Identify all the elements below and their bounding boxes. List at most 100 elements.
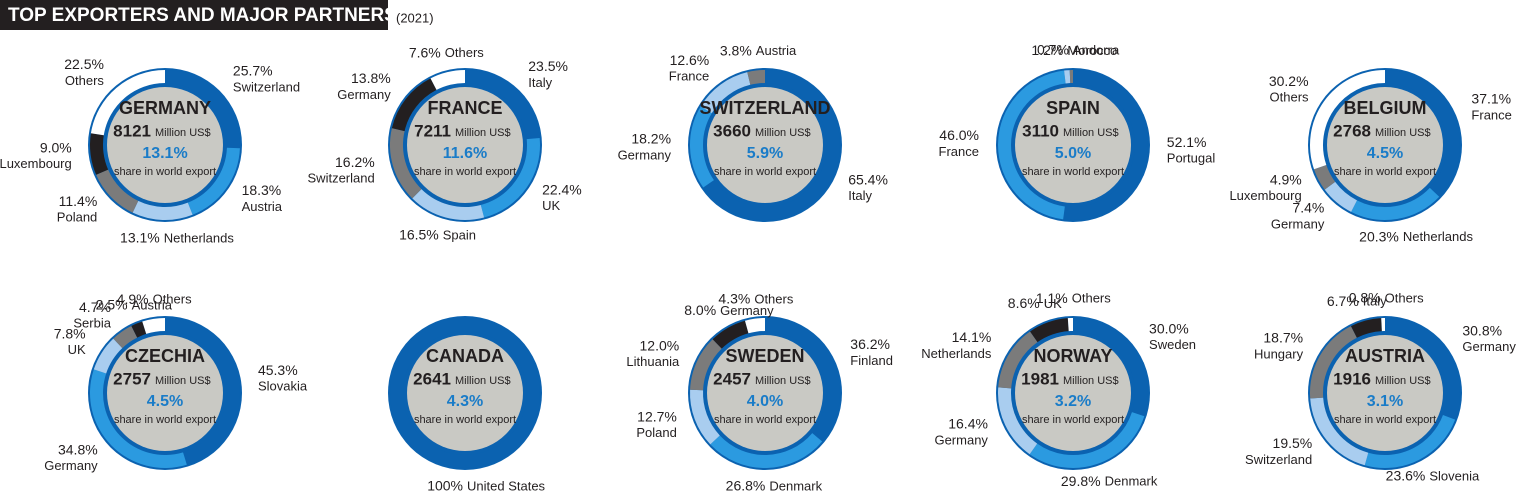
value-label: 12.0% bbox=[640, 337, 680, 353]
world-share: 3.1% bbox=[1367, 393, 1403, 410]
slice bbox=[1067, 318, 1073, 332]
category-label: Others bbox=[1385, 290, 1425, 305]
category-label: Spain bbox=[443, 227, 476, 242]
slice bbox=[700, 72, 751, 114]
slice bbox=[1029, 412, 1145, 468]
value-label: 16.4% bbox=[948, 416, 988, 432]
slice bbox=[998, 70, 1066, 220]
slice bbox=[142, 318, 165, 334]
share-caption: share in world export bbox=[714, 166, 816, 178]
slice bbox=[1073, 318, 1148, 417]
share-caption: share in world export bbox=[114, 414, 216, 426]
category-label: Others bbox=[445, 45, 485, 60]
slice bbox=[1385, 70, 1461, 197]
share-caption: share in world export bbox=[414, 166, 516, 178]
slice bbox=[1064, 70, 1071, 84]
category-label: Italy bbox=[528, 75, 552, 90]
category-label: Germany bbox=[337, 87, 391, 102]
value-label: 22.5% bbox=[64, 56, 104, 72]
value-label: 18.2% bbox=[631, 131, 671, 147]
value-label: 7.4% bbox=[1292, 200, 1324, 216]
world-share: 5.0% bbox=[1055, 145, 1091, 162]
value-label: 20.3% bbox=[1359, 228, 1399, 244]
value-label: 19.5% bbox=[1273, 435, 1313, 451]
category-label: UK bbox=[1044, 296, 1062, 311]
center-disc bbox=[1327, 87, 1443, 203]
slice bbox=[93, 338, 123, 374]
export-unit: Million US$ bbox=[755, 127, 811, 139]
value-label: 65.4% bbox=[848, 171, 888, 187]
value-label: 18.3% bbox=[242, 182, 282, 198]
category-label: Others bbox=[1072, 290, 1112, 305]
category-label: UK bbox=[68, 342, 86, 357]
slice bbox=[1350, 318, 1382, 338]
center-disc bbox=[407, 87, 523, 203]
category-label: France bbox=[669, 69, 709, 84]
category-label: Netherlands bbox=[921, 346, 992, 361]
category-label: Portugal bbox=[1167, 151, 1216, 166]
value-label: 26.8% bbox=[726, 478, 766, 494]
value-label: 12.6% bbox=[670, 52, 710, 68]
slice bbox=[744, 318, 765, 334]
center-disc bbox=[1015, 87, 1131, 203]
country-name: CANADA bbox=[426, 346, 504, 366]
world-share: 4.5% bbox=[1367, 145, 1403, 162]
slice bbox=[187, 147, 240, 215]
country-name: SWEDEN bbox=[725, 346, 804, 366]
slice bbox=[1310, 397, 1369, 466]
value-label: 7.6% bbox=[409, 44, 441, 60]
export-value: 8121 bbox=[113, 121, 151, 140]
value-label: 0.7% bbox=[1037, 42, 1069, 58]
category-label: Poland bbox=[57, 210, 97, 225]
slice bbox=[391, 78, 437, 132]
category-label: Finland bbox=[850, 353, 893, 368]
export-value: 2757 bbox=[113, 369, 151, 388]
center-disc bbox=[1015, 335, 1131, 451]
country-name: CZECHIA bbox=[125, 346, 205, 366]
slice bbox=[1314, 165, 1336, 190]
export-unit: Million US$ bbox=[455, 375, 511, 387]
center-disc bbox=[1327, 335, 1443, 451]
export-value: 1916 bbox=[1333, 369, 1371, 388]
value-label: 34.8% bbox=[58, 441, 98, 457]
value-label: 46.0% bbox=[939, 127, 979, 143]
value-label: 6.7% bbox=[1327, 293, 1359, 309]
share-caption: share in world export bbox=[114, 166, 216, 178]
slice bbox=[712, 320, 749, 349]
category-label: Sweden bbox=[1149, 337, 1196, 352]
category-label: Netherlands bbox=[164, 230, 235, 245]
value-label: 13.1% bbox=[120, 230, 160, 246]
export-unit: Million US$ bbox=[455, 127, 511, 139]
value-label: 13.8% bbox=[351, 70, 391, 86]
value-label: 14.1% bbox=[952, 329, 992, 345]
category-label: Luxembourg bbox=[1229, 188, 1301, 203]
value-label: 12.7% bbox=[637, 408, 677, 424]
category-label: Hungary bbox=[1254, 346, 1304, 361]
slice bbox=[430, 70, 465, 90]
value-label: 4.9% bbox=[1270, 171, 1302, 187]
value-label: 52.1% bbox=[1167, 134, 1207, 150]
share-caption: share in world export bbox=[414, 414, 516, 426]
value-label: 100% bbox=[427, 478, 463, 494]
share-caption: share in world export bbox=[1022, 414, 1124, 426]
category-label: Others bbox=[1270, 90, 1310, 105]
slice bbox=[690, 339, 722, 391]
value-label: 0.8% bbox=[1349, 290, 1381, 306]
export-unit: Million US$ bbox=[1375, 375, 1431, 387]
value-label: 9.0% bbox=[40, 139, 72, 155]
world-share: 4.5% bbox=[147, 393, 183, 410]
value-label: 8.0% bbox=[684, 302, 716, 318]
value-label: 36.2% bbox=[850, 336, 890, 352]
slice bbox=[132, 200, 193, 220]
slice bbox=[480, 137, 540, 218]
share-caption: share in world export bbox=[714, 414, 816, 426]
value-label: 16.5% bbox=[399, 227, 439, 243]
slice bbox=[690, 106, 714, 188]
category-label: Denmark bbox=[1105, 474, 1158, 489]
category-label: France bbox=[1471, 107, 1511, 122]
slice bbox=[1063, 70, 1148, 220]
value-label: 4.3% bbox=[718, 291, 750, 307]
category-label: Netherlands bbox=[1403, 229, 1474, 244]
slice bbox=[998, 331, 1038, 389]
